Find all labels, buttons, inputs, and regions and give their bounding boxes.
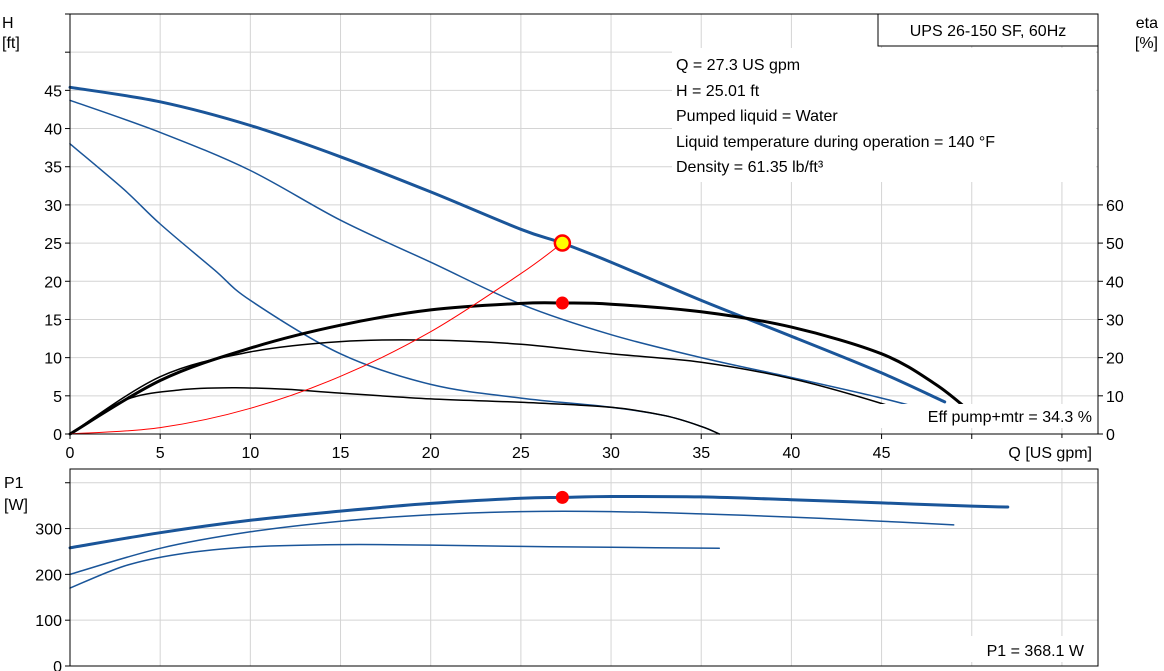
y-tick-label: 30 [44, 198, 62, 215]
x-tick-label: 35 [692, 445, 710, 462]
head-efficiency-panel: 0 5 10 15 20 25 30 35 40 45 0 5 10 15 20 25 30 35 40 45 0 10 2… [2, 13, 1158, 462]
y-tick-label: 10 [44, 351, 62, 368]
power-tick-label: 200 [35, 567, 62, 584]
efficiency-annotation: Eff pump+mtr = 34.3 % [928, 409, 1092, 426]
y-axis-unit: [ft] [2, 35, 20, 52]
power-tick-label: 0 [53, 659, 62, 671]
right-tick-label: 60 [1106, 198, 1124, 215]
bottom-grid [69, 469, 1098, 667]
y-tick-label: 5 [53, 389, 62, 406]
info-density: Density = 61.35 lb/ft³ [676, 159, 824, 176]
power-panel: 0 100 200 300 P1 [W] P1 = 368.1 W [4, 468, 1099, 671]
power-axis-unit: [W] [4, 497, 28, 514]
y-tick-label: 45 [44, 83, 62, 100]
power-annotation-background [950, 636, 1096, 662]
title-box [877, 13, 1099, 47]
right-tick-label: 0 [1106, 427, 1115, 444]
y-tick-label: 20 [44, 274, 62, 291]
info-head: H = 25.01 ft [676, 83, 760, 100]
power-annotation: P1 = 368.1 W [987, 643, 1085, 660]
info-block: Q = 27.3 US gpm H = 25.01 ft Pumped liqu… [672, 48, 1096, 182]
right-axis-unit: [%] [1135, 35, 1158, 52]
right-tick-label: 40 [1106, 274, 1124, 291]
duty-point-marker [553, 234, 572, 252]
info-flow: Q = 27.3 US gpm [676, 57, 800, 74]
x-tick-label: 5 [156, 445, 165, 462]
info-liquid: Pumped liquid = Water [676, 108, 838, 125]
right-tick-label: 30 [1106, 312, 1124, 329]
x-tick-label: 10 [241, 445, 259, 462]
y-tick-label: 15 [44, 312, 62, 329]
x-tick-label: 45 [873, 445, 891, 462]
info-background [672, 48, 1096, 182]
chart-title: UPS 26-150 SF, 60Hz [910, 23, 1067, 40]
bottom-markers [555, 490, 569, 504]
y-tick-label: 35 [44, 160, 62, 177]
efficiency-curve [69, 387, 721, 435]
power-curve [69, 543, 721, 589]
top-plot-frame [69, 13, 1099, 435]
power-tick-label: 100 [35, 613, 62, 630]
y-tick-label: 25 [44, 236, 62, 253]
bottom-ticks: 0 100 200 300 [35, 482, 70, 671]
x-tick-label: 15 [332, 445, 350, 462]
right-tick-label: 20 [1106, 351, 1124, 368]
y-axis-label: H [2, 15, 14, 32]
x-tick-label: 30 [602, 445, 620, 462]
top-ticks: 0 5 10 15 20 25 30 35 40 45 0 5 10 15 20 25 30 35 40 45 0 10 2… [44, 13, 1124, 462]
bottom-plot-frame [69, 468, 1099, 667]
power-point-marker [555, 490, 569, 504]
system-curve [69, 242, 563, 435]
x-tick-label: 40 [783, 445, 801, 462]
right-tick-label: 10 [1106, 389, 1124, 406]
efficiency-curve [69, 339, 937, 435]
power-axis-label: P1 [4, 475, 24, 492]
x-axis-label: Q [US gpm] [1008, 445, 1092, 462]
right-axis-label: eta [1136, 15, 1158, 32]
efficiency-annotation-background [870, 404, 1096, 428]
y-tick-label: 0 [53, 427, 62, 444]
info-temperature: Liquid temperature during operation = 14… [676, 134, 995, 151]
top-curves [68, 85, 974, 436]
x-tick-label: 25 [512, 445, 530, 462]
efficiency-point-marker [555, 296, 569, 310]
efficiency-curve [68, 301, 974, 436]
x-tick-label: 20 [422, 445, 440, 462]
right-tick-label: 50 [1106, 236, 1124, 253]
x-tick-label: 0 [66, 445, 75, 462]
power-curve [69, 510, 955, 576]
head-curve [68, 85, 947, 404]
power-tick-label: 300 [35, 522, 62, 539]
x-axis-label-background [980, 438, 1098, 462]
power-curve [68, 494, 1010, 550]
y-tick-label: 40 [44, 122, 62, 139]
head-curve [69, 143, 721, 435]
top-markers [553, 234, 572, 310]
